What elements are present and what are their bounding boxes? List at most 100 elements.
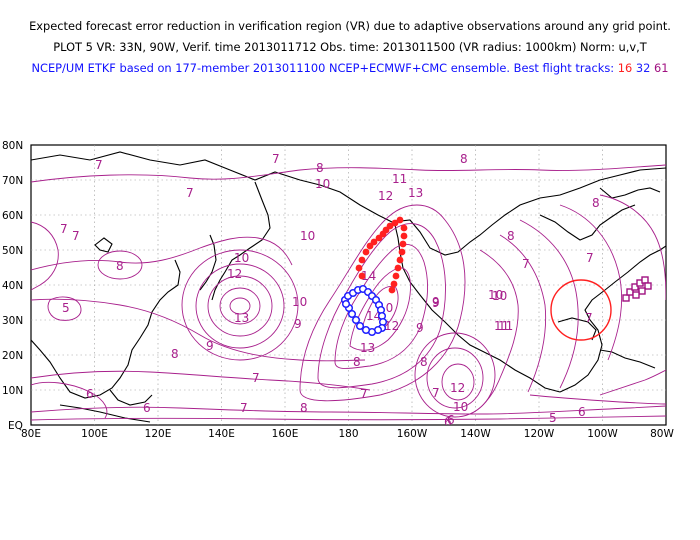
lon-label: 80E xyxy=(21,428,41,440)
contour-label: 12 xyxy=(384,319,399,333)
track-16-point xyxy=(391,219,399,227)
contour-label: 7 xyxy=(186,186,194,200)
lon-label: 180 xyxy=(338,428,358,440)
title-line-3-text: NCEP/UM ETKF based on 177-member 2013011… xyxy=(31,61,615,75)
lon-axis-labels: 80E 100E 120E 140E 160E 180 160W 140W 12… xyxy=(21,428,674,440)
track-61-point xyxy=(622,294,630,302)
contour-label: 9 xyxy=(294,317,302,331)
track-16-point xyxy=(370,238,378,246)
track-label-16: 16 xyxy=(617,61,633,75)
track-16-point xyxy=(396,216,404,224)
contour-label: 7 xyxy=(72,229,80,243)
contour-label: 8 xyxy=(460,152,468,166)
track-16-point xyxy=(399,240,407,248)
siberia-coast xyxy=(211,181,271,301)
lat-label: EQ xyxy=(8,420,23,432)
indonesia-coast xyxy=(109,389,153,406)
lon-label: 100W xyxy=(587,428,618,440)
contour-label: 7 xyxy=(240,401,248,415)
contour-label: 9 xyxy=(206,339,214,353)
track-61-point xyxy=(638,287,646,295)
title-line-3: NCEP/UM ETKF based on 177-member 2013011… xyxy=(0,58,700,79)
contour-label: 10 xyxy=(315,177,330,191)
arctic-coast xyxy=(31,151,666,256)
lat-label: 60N xyxy=(2,210,23,222)
contour-label: 8 xyxy=(507,229,515,243)
track-16-point xyxy=(398,248,406,256)
contour-label: 8 xyxy=(353,355,361,369)
contour-label: 6 xyxy=(444,415,452,429)
greenland-coast xyxy=(599,187,661,199)
contour-label: 12 xyxy=(450,381,465,395)
track-16-point xyxy=(392,272,400,280)
track-32-point xyxy=(355,321,365,331)
lat-label: 20N xyxy=(2,350,23,362)
flight-track-16 xyxy=(355,216,408,294)
contour-label: 6 xyxy=(578,405,586,419)
na-east-coast xyxy=(559,245,666,393)
caribbean xyxy=(599,349,656,369)
title-line-1: Expected forecast error reduction in ver… xyxy=(29,19,671,33)
lon-label: 140W xyxy=(460,428,491,440)
contour-label: 9 xyxy=(432,296,440,310)
contour-label: 10 xyxy=(453,400,468,414)
lon-label: 100E xyxy=(81,428,108,440)
track-16-point xyxy=(355,264,363,272)
contour-label: 11 xyxy=(498,319,513,333)
contour-label: 14 xyxy=(361,269,376,283)
contour-label: 8 xyxy=(300,401,308,415)
track-61-point xyxy=(644,282,652,290)
contour-label: 10 xyxy=(292,295,307,309)
track-16-point xyxy=(388,286,396,294)
track-16-point xyxy=(394,264,402,272)
flight-track-61 xyxy=(622,276,652,302)
equatorial-islands xyxy=(59,404,151,423)
track-16-point xyxy=(400,232,408,240)
lon-label: 80W xyxy=(650,428,674,440)
contour-label: 10 xyxy=(300,229,315,243)
title-line-2: PLOT 5 VR: 33N, 90W, Verif. time 2013011… xyxy=(53,40,647,54)
contour-label: 6 xyxy=(143,401,151,415)
contour-lines xyxy=(31,164,666,421)
contour-label: 7 xyxy=(586,251,594,265)
east-asia-coast xyxy=(31,259,181,399)
track-16-point xyxy=(358,272,366,280)
flight-track-32 xyxy=(340,284,388,337)
contour-label: 6 xyxy=(86,387,94,401)
contour-label: 7 xyxy=(252,371,260,385)
interior-lake xyxy=(94,237,113,253)
lat-label: 70N xyxy=(2,175,23,187)
contour-label: 13 xyxy=(408,186,423,200)
contour-label: 9 xyxy=(432,295,440,309)
lon-label: 160E xyxy=(272,428,299,440)
track-61-point xyxy=(631,283,639,291)
contour-label: 9 xyxy=(416,321,424,335)
contour-label: 7 xyxy=(360,387,368,401)
gulf-coast xyxy=(557,317,597,341)
lat-label: 80N xyxy=(2,140,23,152)
track-61-point xyxy=(632,291,640,299)
lat-label: 40N xyxy=(2,280,23,292)
track-label-61: 61 xyxy=(654,61,669,75)
contour-label: 8 xyxy=(171,347,179,361)
lat-label: 30N xyxy=(2,315,23,327)
contour-label: 6 xyxy=(447,413,455,427)
track-16-point xyxy=(362,248,370,256)
track-32-point xyxy=(361,325,371,335)
contour-label: 10 xyxy=(234,251,249,265)
contour-label: 11 xyxy=(392,172,407,186)
track-16-point xyxy=(390,280,398,288)
contour-label: 14 xyxy=(366,309,381,323)
track-16-point xyxy=(386,222,394,230)
contour-label: 7 xyxy=(522,257,530,271)
contour-label: 5 xyxy=(549,411,557,425)
contour-label: 11 xyxy=(494,319,509,333)
lon-label: 120E xyxy=(145,428,172,440)
lat-axis-labels: 80N 70N 60N 50N 40N 30N 20N 10N EQ xyxy=(2,140,23,432)
contour-label: 7 xyxy=(60,222,68,236)
contour-label: 13 xyxy=(360,341,375,355)
track-16-point xyxy=(400,224,408,232)
contour-label: 8 xyxy=(420,355,428,369)
track-label-32: 32 xyxy=(635,61,651,75)
contour-label: 13 xyxy=(234,311,249,325)
